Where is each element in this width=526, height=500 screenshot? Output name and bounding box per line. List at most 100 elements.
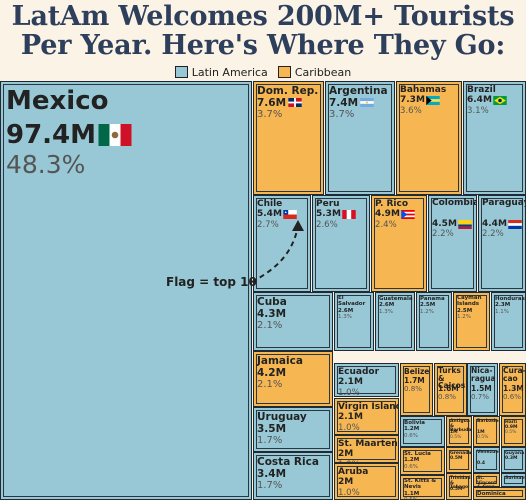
- tile-label-st-vincent-gren: St. Vincent & Gren.: [477, 476, 497, 486]
- tile-bolivia: Bolivia 1.2M 0.6%: [400, 416, 445, 447]
- tile-pct-st-lucia: 0.6%: [404, 463, 418, 470]
- tile-inner-border: [476, 450, 497, 470]
- tile-label-guyana: Guyana: [505, 451, 525, 456]
- tile-label-uruguay: Uruguay: [257, 411, 307, 423]
- tile-colombia: Colombia 4.5M 2.2%: [428, 195, 477, 292]
- tile-value-bahamas: 7.3M: [400, 95, 425, 106]
- tile-pct-brazil: 3.1%: [467, 105, 489, 116]
- tile-inner-border: [403, 366, 430, 413]
- tile-honduras: Honduras 2.3M 1.1%: [491, 292, 526, 351]
- peru-flag-icon: [342, 210, 357, 220]
- title-line-1: LatAm Welcomes 200M+ Tourists: [11, 1, 515, 32]
- tile-value-uruguay: 3.5M: [257, 423, 287, 436]
- tile-paraguay: Paraguay 4.4M 2.2%: [478, 195, 526, 292]
- tile-mexico: Mexico 97.4M 48.3%: [0, 81, 252, 500]
- tile-value-st-kitts-nevis: 1.1M: [404, 491, 420, 498]
- tile-value-jamaica: 4.2M: [257, 367, 287, 380]
- tile-label-barbados: Barbados: [477, 419, 500, 424]
- tile-nica-ragua: Nica-ragua 1.5M 0.7%: [467, 363, 498, 416]
- tile-barbados: Barbados 1M 0.5%: [473, 416, 500, 447]
- tile-st-lucia: St. Lucia 1.2M 0.6%: [400, 447, 445, 475]
- tile-inner-border: [449, 476, 469, 497]
- tile-haiti: Haiti 0.9M 0.5%: [501, 416, 526, 447]
- tile-peru: Peru 5.3M 2.6%: [312, 195, 370, 292]
- legend-item-latin-america: Latin America: [174, 66, 268, 79]
- tile-value-panama: 2.5M: [420, 302, 436, 309]
- tile-value-peru: 5.3M: [316, 209, 341, 220]
- argentina-flag-icon: [359, 98, 374, 108]
- tile-turks-caicos: Turks & Caicos 1.6M 0.8%: [434, 363, 467, 416]
- tile-pct-cura-cao: 0.6%: [503, 392, 522, 402]
- tile-value-cayman-islands: 2.5M: [457, 308, 473, 315]
- tile-pct-turks-caicos: 0.8%: [438, 392, 457, 402]
- tile-dominica: Dominica: [473, 487, 526, 500]
- tile-value-bolivia: 1.2M: [404, 426, 420, 433]
- tile-label-panama: Panama: [420, 296, 445, 302]
- tile-inner-border: [481, 198, 523, 289]
- tile-pct-antigua-barbuda: 0.5%: [450, 435, 462, 441]
- tile-label-cura-cao: Cura-cao: [503, 366, 526, 383]
- tile-value-honduras: 2.3M: [495, 302, 511, 309]
- tile-pct-guatemala: 1.3%: [379, 308, 393, 315]
- tile-pct-honduras: 1.1%: [495, 308, 509, 315]
- tile-value-argentina: 7.4M: [329, 97, 359, 110]
- tile-label-bahamas: Bahamas: [400, 85, 447, 95]
- tile-pct-dom-rep: 3.7%: [257, 109, 283, 121]
- tile-pct-virgin-islands: 1.0%: [338, 422, 360, 433]
- tile-label-cayman-islands: Cayman Islands: [457, 295, 482, 307]
- tile-dom-rep: Dom. Rep. 7.6M 3.7%: [253, 81, 324, 195]
- tile-label-nica-ragua: Nica-ragua: [471, 366, 496, 383]
- tile-label-mexico: Mexico: [6, 86, 109, 116]
- tile-st-maarten: St. Maarten2M1.0%: [334, 435, 399, 463]
- tile-pct-st-maarten: 1.0%: [338, 460, 360, 462]
- colombia-flag-icon: [458, 219, 473, 229]
- tile-inner-border: [378, 295, 412, 348]
- tile-label-venezuela: Venezuela: [477, 450, 499, 455]
- tile-value-chile: 5.4M: [257, 209, 282, 220]
- tile-label-virgin-islands: Virgin Islands: [338, 402, 398, 412]
- tile-antigua-barbuda: Antigua & Barbuda 1M 0.5%: [446, 416, 472, 447]
- tile-label-chile: Chile: [257, 199, 283, 209]
- tile-trinidad-tobago: Trinidad & Tobago 0.5M: [446, 473, 472, 500]
- tile-inner-border: [337, 466, 396, 497]
- tile-pct-cayman-islands: 1.2%: [457, 314, 471, 321]
- tile-value-st-lucia: 1.2M: [404, 457, 420, 464]
- tile-jamaica: Jamaica 4.2M 2.1%: [253, 351, 333, 407]
- tile-inner-border: [431, 198, 474, 289]
- tile-label-suriname: Suriname: [505, 476, 526, 481]
- tile-pct-el-salvador: 1.3%: [338, 314, 352, 321]
- tile-label-colombia: Colombia: [432, 198, 477, 208]
- tile-inner-border: [256, 84, 321, 192]
- tile-label-jamaica: Jamaica: [257, 355, 303, 367]
- tile-chile: Chile 5.4M 2.7%: [253, 195, 311, 292]
- tile-inner-border: [449, 450, 469, 470]
- tile-inner-border: [403, 478, 442, 497]
- tile-inner-border: [476, 476, 497, 484]
- tile-pct-colombia: 2.2%: [432, 229, 454, 240]
- tile-st-vincent-gren: St. Vincent & Gren.: [473, 473, 500, 487]
- tile-inner-border: [256, 455, 330, 497]
- tile-value-brazil: 6.4M: [467, 95, 492, 106]
- title-line-2: Per Year. Here's Where They Go:: [20, 30, 506, 61]
- prico-flag-icon: [401, 210, 416, 220]
- mexico-flag-icon: [98, 123, 132, 146]
- tile-label-aruba: Aruba: [338, 467, 369, 477]
- tile-label-antigua-barbuda: Antigua & Barbuda: [450, 419, 472, 433]
- tile-inner-border: [466, 84, 523, 192]
- tile-pct-bahamas: 3.6%: [400, 105, 422, 116]
- tile-cura-cao: Cura-cao 1.3M 0.6%: [499, 363, 526, 416]
- tile-value-nica-ragua: 1.5M: [471, 383, 492, 393]
- tile-pct-haiti: 0.5%: [505, 430, 517, 436]
- tile-pct-uruguay: 1.7%: [257, 435, 283, 447]
- tile-inner-border: [504, 450, 523, 470]
- tile-inner-border: [403, 419, 442, 444]
- tile-inner-border: [437, 366, 464, 413]
- tile-pct-jamaica: 2.1%: [257, 379, 283, 391]
- tile-inner-border: [476, 419, 497, 444]
- tile-inner-border: [256, 354, 330, 404]
- tile-label-guatemala: Guatemala: [379, 296, 413, 302]
- tile-belize: Belize 1.7M 0.8%: [400, 363, 433, 416]
- tile-label-bolivia: Bolivia: [404, 420, 425, 426]
